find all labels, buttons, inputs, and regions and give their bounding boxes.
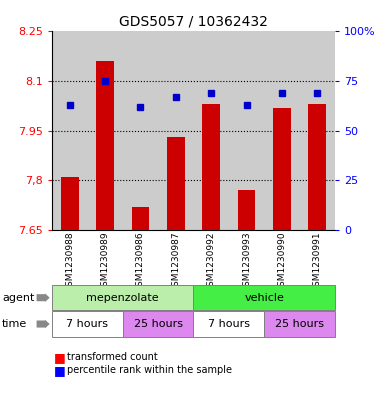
Text: 7 hours: 7 hours — [66, 319, 108, 329]
Bar — [61, 177, 79, 230]
Bar — [87, 31, 123, 230]
Bar — [229, 31, 264, 230]
Bar — [167, 137, 185, 230]
Bar — [238, 190, 255, 230]
Text: 7 hours: 7 hours — [208, 319, 250, 329]
Bar — [273, 108, 291, 230]
Text: percentile rank within the sample: percentile rank within the sample — [67, 365, 233, 375]
Text: time: time — [2, 319, 27, 329]
Bar — [264, 311, 335, 337]
Text: agent: agent — [2, 293, 34, 303]
Bar — [193, 285, 335, 310]
Text: 25 hours: 25 hours — [275, 319, 324, 329]
Bar — [158, 31, 193, 230]
Text: ■: ■ — [54, 351, 66, 364]
Text: mepenzolate: mepenzolate — [86, 293, 159, 303]
Bar — [308, 104, 326, 230]
Bar — [193, 311, 264, 337]
Bar — [96, 61, 114, 230]
Text: vehicle: vehicle — [244, 293, 284, 303]
Bar — [193, 31, 229, 230]
Bar — [123, 311, 193, 337]
Text: ■: ■ — [54, 364, 66, 377]
Title: GDS5057 / 10362432: GDS5057 / 10362432 — [119, 15, 268, 29]
Text: 25 hours: 25 hours — [134, 319, 182, 329]
Bar — [264, 31, 300, 230]
Bar — [52, 311, 123, 337]
Text: transformed count: transformed count — [67, 352, 158, 362]
Bar — [132, 207, 149, 230]
Bar — [123, 31, 158, 230]
Bar — [52, 285, 193, 310]
Bar — [52, 31, 87, 230]
Bar — [300, 31, 335, 230]
Bar — [202, 104, 220, 230]
